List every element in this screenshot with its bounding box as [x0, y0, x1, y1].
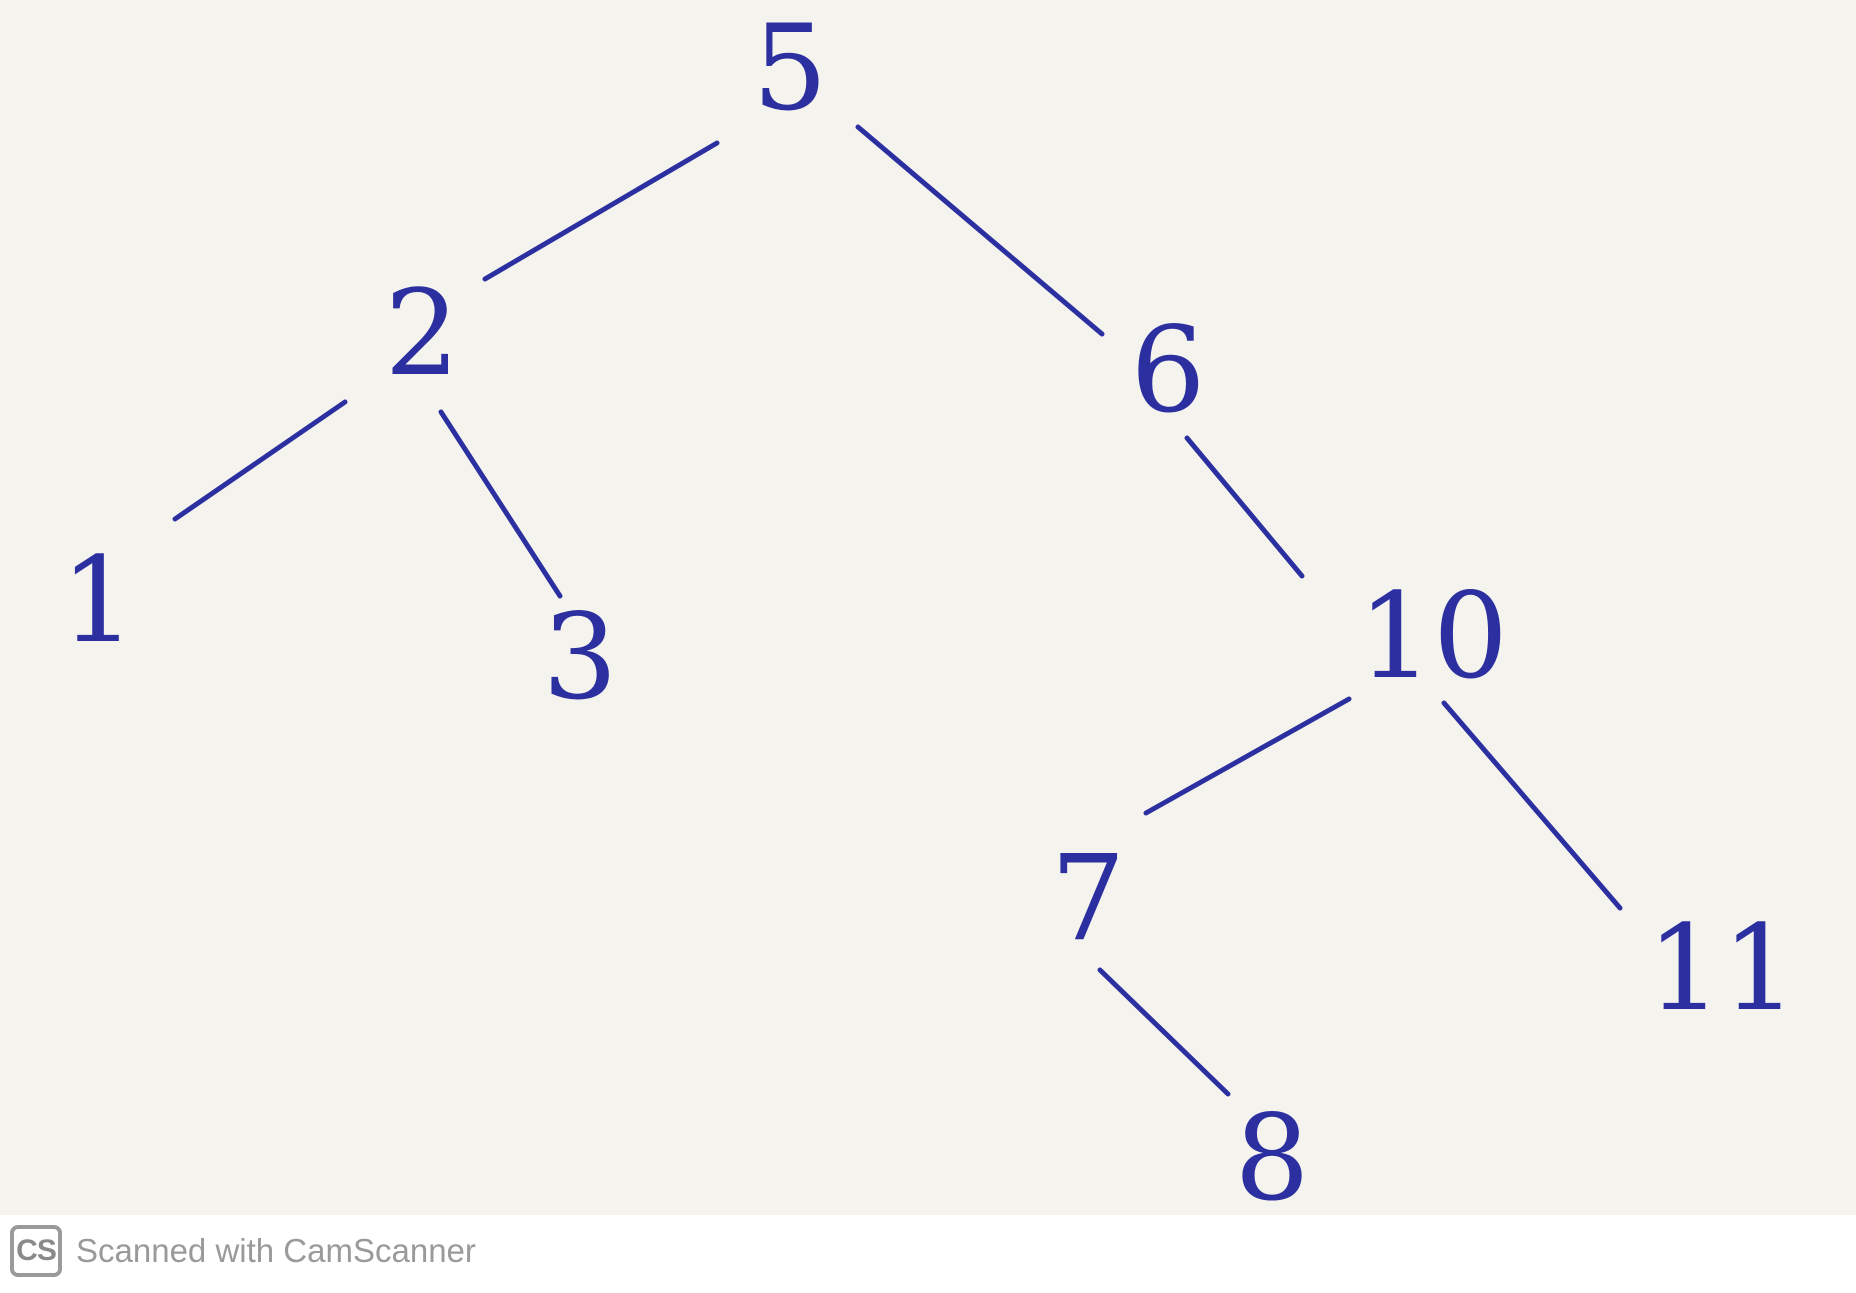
- edge-6-10: [1184, 435, 1305, 579]
- edge-2-1: [172, 399, 348, 522]
- edge-5-2: [482, 140, 720, 282]
- node-3: 3: [542, 588, 617, 726]
- node-10: 10: [1358, 567, 1508, 705]
- edge-2-3: [438, 409, 563, 599]
- edge-7-8: [1097, 967, 1231, 1097]
- node-6: 6: [1130, 301, 1205, 439]
- node-7: 7: [1050, 829, 1125, 967]
- watermark-text: Scanned with CamScanner: [76, 1232, 476, 1269]
- edge-10-7: [1143, 696, 1352, 816]
- camscanner-logo-icon: CS: [10, 1225, 62, 1277]
- node-8: 8: [1234, 1089, 1309, 1215]
- camscanner-footer: CS Scanned with CamScanner: [0, 1215, 1856, 1293]
- node-11: 11: [1647, 899, 1797, 1037]
- scanned-paper: 5 2 6 1 3 10 7 11 8: [60, 0, 1798, 1215]
- edge-5-6: [855, 124, 1105, 337]
- node-2: 2: [384, 264, 459, 402]
- node-5: 5: [752, 0, 827, 137]
- node-1: 1: [60, 531, 135, 669]
- edge-10-11: [1441, 700, 1623, 911]
